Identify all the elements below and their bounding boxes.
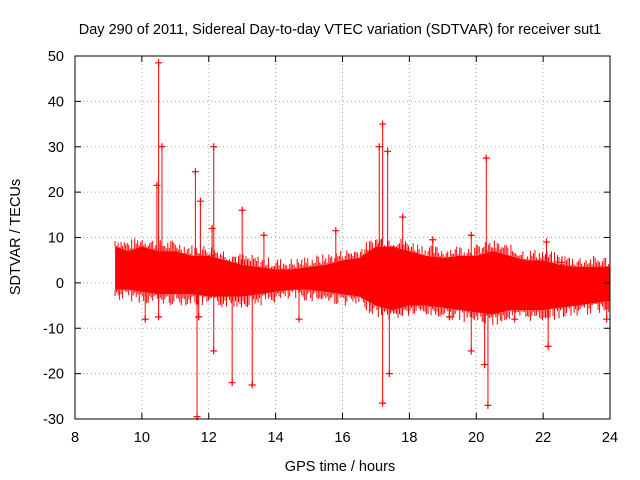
spike-point (379, 120, 387, 128)
chart-grid (75, 56, 610, 419)
x-tick-label: 12 (201, 430, 217, 446)
y-tick-label: 0 (56, 276, 64, 292)
spike-point (375, 143, 383, 151)
x-tick-label: 10 (134, 430, 150, 446)
spike-point (158, 143, 166, 151)
y-tick-label: 20 (48, 185, 64, 201)
x-tick-label: 16 (334, 430, 350, 446)
spike-point (511, 315, 519, 323)
spike-point (542, 238, 550, 246)
data-band (115, 246, 610, 315)
spike-point (238, 206, 246, 214)
spike-point (544, 342, 552, 350)
x-axis-ticks: 8 10 12 14 16 18 20 22 24 (71, 56, 618, 446)
spike-point (153, 181, 161, 189)
spike-point (558, 258, 566, 266)
spike-point (155, 313, 163, 321)
spike-point (210, 347, 218, 355)
x-tick-label: 18 (401, 430, 417, 446)
spike-point (191, 168, 199, 176)
spike-point (379, 399, 387, 407)
y-axis-label: SDTVAR / TECUs (8, 179, 24, 295)
x-tick-label: 20 (468, 430, 484, 446)
y-tick-label: -30 (43, 412, 64, 428)
y-tick-label: 40 (48, 94, 64, 110)
x-axis-label: GPS time / hours (285, 459, 395, 475)
data-series (114, 59, 611, 421)
spike-point (467, 347, 475, 355)
spike-point (332, 227, 340, 235)
spike-point (384, 147, 392, 155)
spike-point (446, 313, 453, 321)
spike-point (228, 379, 236, 387)
y-tick-label: 30 (48, 140, 64, 156)
chart-title: Day 290 of 2011, Sidereal Day-to-day VTE… (79, 22, 601, 38)
y-tick-label: 50 (48, 49, 64, 65)
y-tick-label: 10 (48, 231, 64, 247)
y-tick-label: -10 (43, 321, 64, 337)
spike-point (484, 401, 492, 409)
y-tick-label: -20 (43, 367, 64, 383)
spike-point (481, 361, 489, 369)
spike-point (196, 197, 204, 205)
spike-point (248, 381, 256, 389)
spike-point (260, 231, 268, 239)
spike-point (482, 154, 490, 162)
spike-point (295, 315, 303, 323)
spike-point (210, 143, 218, 151)
x-tick-label: 24 (602, 430, 618, 446)
spike-point (208, 224, 216, 232)
spike-point (195, 313, 203, 321)
spike-point (603, 315, 611, 323)
spike-point (385, 370, 393, 378)
x-tick-label: 8 (71, 430, 79, 446)
y-axis-ticks: -30 -20 -10 0 10 20 30 40 50 (43, 49, 610, 428)
spike-point (429, 236, 437, 244)
x-tick-label: 14 (268, 430, 284, 446)
spike-point (467, 231, 475, 239)
spike-point (155, 59, 163, 67)
x-tick-label: 22 (535, 430, 551, 446)
spike-point (399, 213, 407, 221)
spike-point (141, 315, 149, 323)
